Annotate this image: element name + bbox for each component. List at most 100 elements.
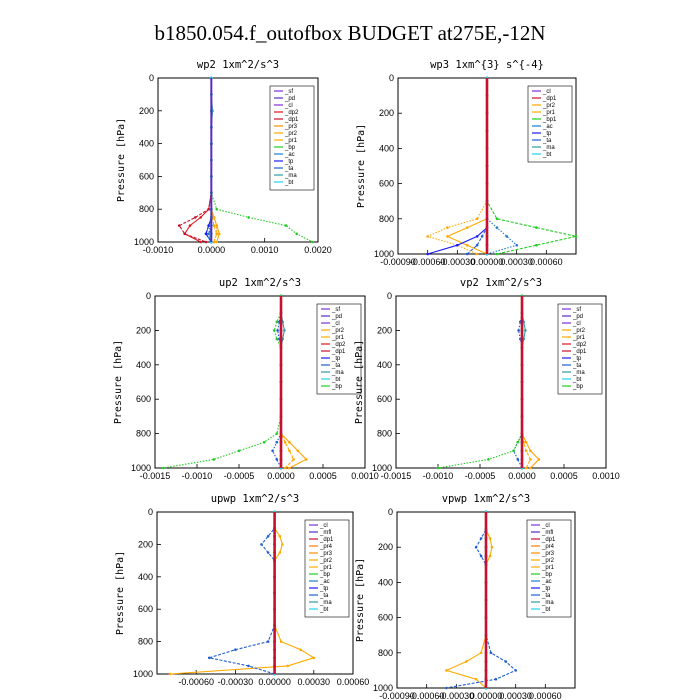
series-marker — [436, 466, 440, 470]
series-marker — [465, 252, 469, 256]
legend-label: _cl — [542, 89, 551, 95]
legend-label: _pr4 — [319, 544, 333, 550]
x-tick-label: 0.0010 — [251, 245, 279, 255]
y-tick-label: 1000 — [373, 683, 393, 693]
series-line — [486, 78, 518, 255]
panel-title: vpwp 1xm^2/s^3 — [442, 493, 531, 505]
panel-4: vp2 1xm^2/s^3 Pressure [hPa] 0 200 400 600 800… — [354, 277, 620, 481]
series-marker — [488, 554, 492, 558]
series-marker — [288, 466, 291, 470]
series-marker — [426, 252, 430, 256]
x-tick-label: -0.00030 — [218, 677, 254, 687]
series-marker — [516, 440, 520, 444]
series-marker — [516, 458, 520, 461]
legend-label: _pr1 — [572, 335, 586, 341]
x-tick-label: 0.0010 — [351, 471, 379, 481]
legend-label: _pr2 — [541, 558, 555, 564]
legend-label: _dp2 — [284, 110, 299, 116]
y-tick-label: 1000 — [372, 463, 392, 473]
x-tick-label: 0.0005 — [309, 471, 337, 481]
legend-label: _bp — [284, 145, 296, 151]
series-marker — [529, 449, 532, 453]
series-marker — [266, 551, 270, 554]
legend-label: _ma — [331, 370, 344, 376]
series-marker — [273, 329, 276, 332]
x-tick-label: -0.0010 — [182, 471, 213, 481]
series-marker — [296, 449, 300, 453]
series-marker — [312, 656, 316, 660]
panel-title: upwp 1xm^2/s^3 — [211, 493, 300, 505]
series-marker — [495, 252, 499, 256]
x-tick-label: 0.0000 — [198, 245, 226, 255]
y-tick-label: 400 — [136, 360, 151, 370]
y-axis-label: Pressure [hPa] — [115, 551, 126, 635]
y-tick-label: 1000 — [134, 237, 154, 247]
legend-label: _ma — [319, 600, 332, 606]
legend-label: _pr2 — [331, 328, 345, 334]
series-marker — [295, 232, 299, 236]
series-marker — [212, 224, 216, 227]
y-tick-label: 0 — [149, 73, 154, 83]
panel-1: wp2 1xm^2/s^3 Pressure [hPa] 0 200 400 600 800… — [116, 59, 332, 255]
plot-frame — [154, 295, 366, 469]
series-marker — [512, 449, 515, 453]
series-line — [209, 512, 276, 675]
series-marker — [215, 232, 218, 236]
series-marker — [488, 537, 492, 540]
legend-label: _ta — [542, 138, 552, 144]
legend-label: _ma — [542, 145, 555, 151]
legend-label: _pd — [331, 314, 342, 320]
x-tick-label: 0.00000 — [258, 677, 291, 687]
y-tick-label: 200 — [139, 106, 154, 116]
x-tick-label: 0.0020 — [304, 245, 332, 255]
plot-frame — [157, 77, 319, 243]
legend-label: _bp — [331, 384, 343, 390]
legend-label: _bp — [572, 384, 584, 390]
legend-label: _bt — [542, 152, 552, 158]
figure-title: b1850.054.f_outofbox BUDGET at275E,-12N — [155, 21, 546, 45]
legend-label: _bt — [331, 377, 341, 383]
x-tick-label: -0.0010 — [143, 245, 174, 255]
series-marker — [490, 545, 494, 549]
series-marker — [517, 329, 520, 332]
series-marker — [475, 217, 479, 221]
series-marker — [212, 458, 216, 461]
series-marker — [286, 664, 290, 668]
y-tick-label: 1000 — [374, 249, 394, 259]
series-marker — [178, 224, 181, 227]
x-tick-label: 0.0000 — [267, 471, 295, 481]
legend-box — [526, 519, 572, 618]
legend-label: _ta — [319, 593, 329, 599]
series-marker — [212, 240, 216, 244]
series-marker — [479, 537, 483, 540]
y-tick-label: 1000 — [133, 669, 153, 679]
series-marker — [188, 224, 192, 227]
x-tick-label: 0.0005 — [550, 471, 578, 481]
series-marker — [283, 329, 286, 332]
series-marker — [288, 449, 291, 453]
y-tick-label: 600 — [377, 394, 392, 404]
series-marker — [480, 235, 484, 238]
legend-label: _cl — [319, 523, 328, 529]
legend-label: _ac — [541, 579, 552, 585]
series-marker — [479, 651, 483, 655]
x-tick-label: -0.0015 — [140, 471, 171, 481]
y-tick-label: 800 — [379, 214, 394, 224]
y-tick-label: 1000 — [131, 463, 151, 473]
series-marker — [234, 648, 237, 651]
x-tick-label: -0.00060 — [410, 257, 446, 267]
legend-label: _pr3 — [541, 551, 555, 557]
legend-label: _pd — [284, 96, 295, 102]
series-marker — [574, 235, 578, 238]
series-line — [427, 78, 488, 255]
legend-box — [527, 85, 573, 163]
series-marker — [199, 240, 202, 244]
legend-label: _bt — [284, 180, 294, 186]
series-marker — [204, 240, 208, 244]
legend-label: _dp1 — [331, 349, 346, 355]
series-marker — [504, 660, 508, 663]
series-marker — [260, 543, 263, 546]
legend-label: _pr2 — [319, 558, 333, 564]
series-marker — [215, 224, 218, 227]
series-marker — [279, 640, 283, 643]
